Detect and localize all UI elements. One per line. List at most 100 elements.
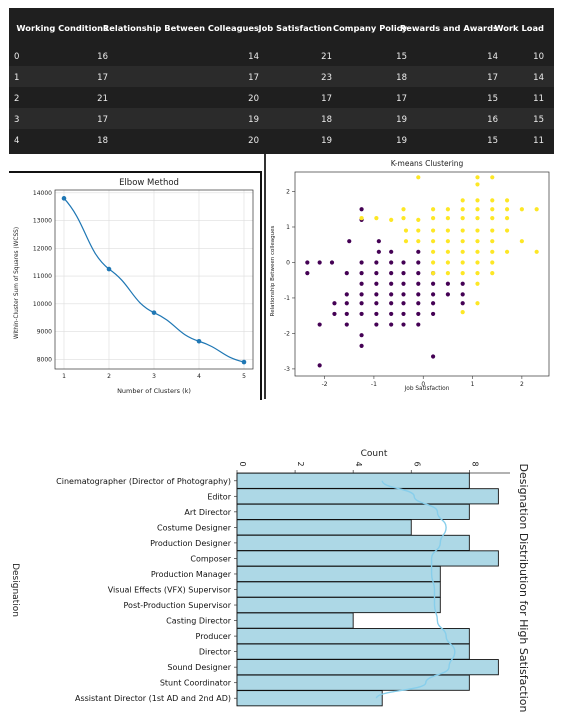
table-cell: 20 xyxy=(248,136,259,146)
kmeans-point-cluster-1 xyxy=(460,198,465,203)
kmeans-x-axis-label: Job Satisfaction xyxy=(404,386,450,392)
table-cell: 19 xyxy=(321,136,332,146)
table-row-stripe xyxy=(9,108,554,129)
elbow-x-tick-label: 5 xyxy=(242,373,246,380)
elbow-y-tick-label: 10000 xyxy=(33,301,52,308)
elbow-y-axis-label: Within-Cluster Sum of Squares (WCSS) xyxy=(14,227,20,339)
designation-chart-panel: Count Designation Designation Distributi… xyxy=(0,440,572,720)
elbow-y-tick-label: 9000 xyxy=(37,329,52,336)
kmeans-point-cluster-1 xyxy=(519,239,524,244)
kmeans-point-cluster-0 xyxy=(430,301,436,306)
kmeans-point-cluster-1 xyxy=(490,175,495,180)
elbow-y-tick-label: 13000 xyxy=(33,218,52,225)
designation-bar xyxy=(236,488,499,505)
kmeans-point-cluster-1 xyxy=(475,198,480,203)
kmeans-point-cluster-0 xyxy=(305,260,310,265)
designation-category-label: Composer xyxy=(190,554,231,563)
kmeans-point-cluster-0 xyxy=(416,271,421,276)
kmeans-point-cluster-0 xyxy=(430,311,436,317)
designation-category-label: Production Manager xyxy=(151,570,232,579)
designation-bar xyxy=(236,659,499,676)
kmeans-point-cluster-0 xyxy=(329,260,335,265)
kmeans-point-cluster-1 xyxy=(460,228,465,233)
kmeans-point-cluster-1 xyxy=(416,228,421,233)
designation-y-axis-label: Designation xyxy=(10,563,20,617)
kmeans-point-cluster-0 xyxy=(359,271,364,276)
table-header-cell: Relationship Between Colleagues xyxy=(103,23,259,33)
designation-x-tick-label: 8 xyxy=(470,461,479,466)
table-row-index: 3 xyxy=(14,115,19,125)
kmeans-chart-title: K-means Clustering xyxy=(391,159,464,168)
table-cell: 19 xyxy=(396,136,407,146)
table-cell: 18 xyxy=(396,73,407,83)
kmeans-point-cluster-1 xyxy=(490,207,495,212)
kmeans-point-cluster-0 xyxy=(374,301,379,306)
elbow-chart-title: Elbow Method xyxy=(119,178,179,188)
elbow-x-tick-label: 2 xyxy=(107,373,111,380)
table-cell: 21 xyxy=(321,52,332,62)
kmeans-point-cluster-1 xyxy=(475,182,480,187)
kmeans-point-cluster-0 xyxy=(389,281,394,286)
table-row-index: 1 xyxy=(14,73,19,83)
kmeans-point-cluster-0 xyxy=(401,311,406,317)
kmeans-point-cluster-0 xyxy=(389,260,394,265)
kmeans-y-tick-label: -2 xyxy=(284,330,290,337)
kmeans-point-cluster-1 xyxy=(445,207,450,212)
kmeans-x-tick-label: 0 xyxy=(421,381,425,388)
kmeans-point-cluster-0 xyxy=(359,281,364,286)
kmeans-point-cluster-0 xyxy=(389,322,394,327)
table-header-cell: Working Conditions xyxy=(16,23,108,33)
kmeans-point-cluster-1 xyxy=(490,228,495,233)
data-table-panel: Working Conditions Relationship Between C… xyxy=(9,8,554,154)
table-cell: 11 xyxy=(533,136,544,146)
kmeans-point-cluster-1 xyxy=(534,207,539,212)
designation-kde-curve xyxy=(375,480,456,699)
table-header-cell: Work Load xyxy=(494,23,544,33)
table-header-cell: Job Satisfaction xyxy=(258,23,333,33)
elbow-data-point xyxy=(106,266,112,272)
designation-category-label: Art Director xyxy=(184,508,231,517)
table-cell: 20 xyxy=(248,94,259,104)
designation-x-tick-label: 6 xyxy=(412,461,421,466)
kmeans-y-tick-label: 1 xyxy=(286,224,290,231)
kmeans-point-cluster-1 xyxy=(416,175,421,180)
kmeans-point-cluster-1 xyxy=(504,249,510,254)
kmeans-point-cluster-0 xyxy=(317,260,322,265)
kmeans-x-tick-label: 1 xyxy=(471,381,475,388)
kmeans-point-cluster-1 xyxy=(445,216,450,221)
kmeans-point-cluster-1 xyxy=(534,249,539,254)
kmeans-point-cluster-1 xyxy=(401,216,406,221)
kmeans-y-tick-label: 2 xyxy=(286,189,290,196)
kmeans-point-cluster-0 xyxy=(416,292,421,297)
kmeans-point-cluster-1 xyxy=(430,249,436,254)
kmeans-point-cluster-1 xyxy=(475,301,480,306)
table-cell: 21 xyxy=(97,94,108,104)
kmeans-point-cluster-1 xyxy=(430,239,436,244)
kmeans-plot-frame xyxy=(294,171,550,377)
kmeans-point-cluster-1 xyxy=(504,207,510,212)
elbow-data-point xyxy=(151,310,157,315)
designation-category-label: Stunt Coordinator xyxy=(160,679,232,688)
elbow-y-tick-label: 14000 xyxy=(33,190,52,197)
kmeans-point-cluster-1 xyxy=(445,239,450,244)
designation-category-label: Post-Production Supervisor xyxy=(124,601,232,610)
kmeans-point-cluster-1 xyxy=(519,207,524,212)
elbow-data-point xyxy=(196,338,202,344)
kmeans-point-cluster-1 xyxy=(460,260,465,265)
kmeans-point-cluster-0 xyxy=(460,301,465,306)
table-header-cell: Company Policy xyxy=(333,23,408,33)
elbow-y-tick-label: 8000 xyxy=(37,356,52,363)
elbow-plot-frame xyxy=(54,189,254,370)
kmeans-point-cluster-1 xyxy=(460,207,465,212)
kmeans-y-tick-label: -1 xyxy=(284,295,290,302)
kmeans-point-cluster-1 xyxy=(430,260,436,265)
kmeans-point-cluster-1 xyxy=(430,271,436,276)
kmeans-point-cluster-0 xyxy=(305,271,310,276)
kmeans-y-tick-label: 0 xyxy=(286,259,290,266)
kmeans-point-cluster-0 xyxy=(401,281,406,286)
kmeans-point-cluster-0 xyxy=(374,322,379,327)
kmeans-point-cluster-1 xyxy=(460,310,465,315)
table-cell: 17 xyxy=(97,73,108,83)
kmeans-point-cluster-1 xyxy=(475,239,480,244)
